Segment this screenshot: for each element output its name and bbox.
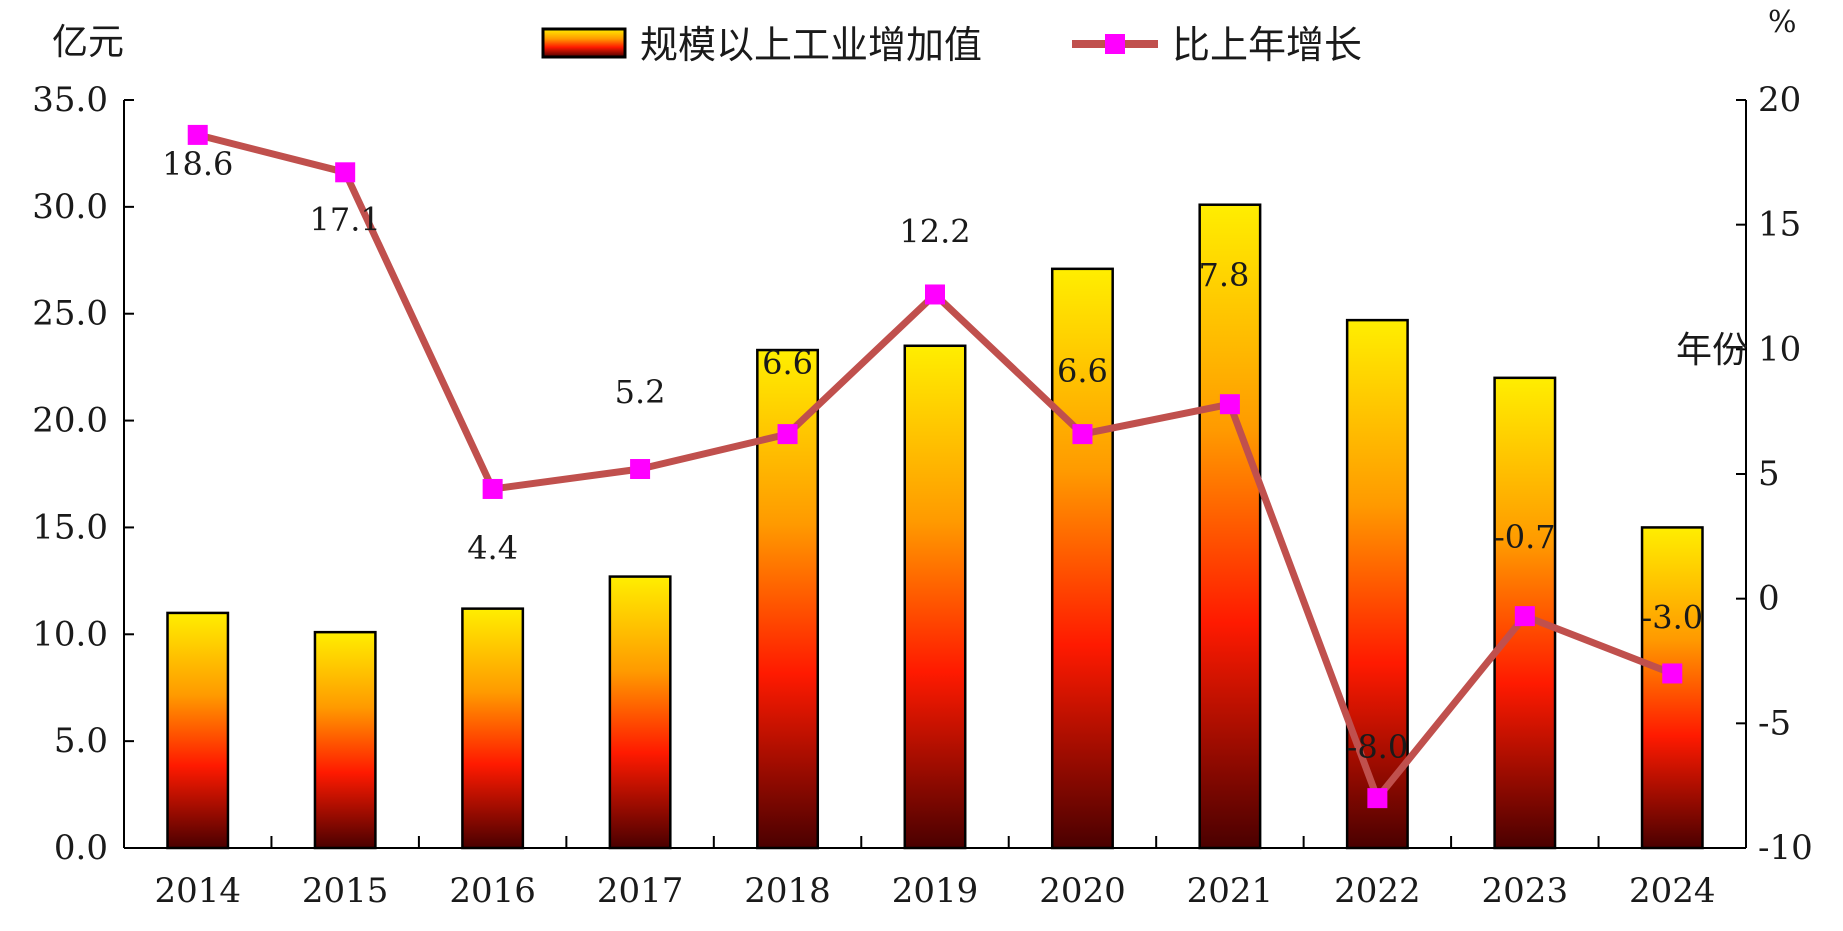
left-tick-label: 10.0 [32, 614, 108, 654]
bar-2021 [1198, 203, 1262, 850]
right-tick-label: -10 [1758, 828, 1813, 868]
x-tick-label: 2018 [744, 871, 831, 911]
legend-line-marker [1105, 34, 1125, 54]
bar-2015 [313, 630, 377, 850]
growth-marker-2017 [630, 459, 651, 480]
x-tick-label: 2019 [892, 871, 979, 911]
right-tick-label: -5 [1758, 703, 1791, 743]
growth-marker-2023 [1514, 606, 1535, 627]
growth-marker-2016 [482, 478, 503, 499]
right-tick-label: 15 [1758, 205, 1801, 245]
left-tick-label: 5.0 [54, 721, 108, 761]
growth-label-2016: 4.4 [467, 529, 518, 567]
right-tick-label: 5 [1758, 454, 1780, 494]
growth-marker-2024 [1662, 663, 1683, 684]
bar-2024 [1640, 526, 1704, 850]
growth-label-2022: -8.0 [1347, 728, 1409, 766]
growth-label-2018: 6.6 [762, 344, 813, 382]
growth-marker-2019 [925, 284, 945, 305]
right-tick-label: 0 [1758, 579, 1780, 619]
x-tick-label: 2020 [1039, 871, 1126, 911]
line-series [187, 124, 1683, 809]
right-tick-label: 10 [1758, 329, 1801, 369]
right-axis-unit: % [1768, 5, 1797, 40]
growth-marker-2015 [335, 162, 356, 183]
legend-bar-label: 规模以上工业增加值 [640, 23, 982, 67]
left-tick-label: 25.0 [32, 294, 108, 334]
growth-label-2017: 5.2 [615, 373, 666, 411]
legend-bar-swatch [541, 27, 627, 59]
growth-label-2014: 18.6 [162, 145, 233, 183]
left-tick-label: 35.0 [32, 80, 108, 120]
left-tick-label: 15.0 [32, 507, 108, 547]
growth-label-2024: -3.0 [1641, 598, 1703, 636]
bar-series [166, 203, 1704, 850]
left-tick-label: 0.0 [54, 828, 108, 868]
x-tick-label: 2023 [1482, 871, 1569, 911]
left-tick-label: 20.0 [32, 401, 108, 441]
x-tick-label: 2024 [1629, 871, 1716, 911]
bar-2016 [461, 607, 525, 850]
growth-label-2021: 7.8 [1198, 256, 1249, 294]
bar-2014 [166, 611, 230, 850]
right-tick-label: 20 [1758, 80, 1801, 120]
bar-2019 [903, 344, 967, 850]
left-axis-unit: 亿元 [52, 22, 124, 63]
x-tick-label: 2022 [1334, 871, 1421, 911]
growth-marker-2014 [187, 124, 208, 145]
data-labels: 18.6 17.1 4.4 5.2 6.6 12.2 6.6 7.8 -8.0 -0.7 -3.0 [162, 145, 1703, 766]
legend-line-label: 比上年增长 [1172, 23, 1362, 67]
x-tick-label: 2017 [597, 871, 684, 911]
growth-label-2019: 12.2 [899, 212, 970, 250]
left-tick-label: 30.0 [32, 187, 108, 227]
axes: 0.0 5.0 10.0 15.0 20.0 25.0 30.0 35.0 -10 -5 0 5 10 1… [32, 80, 1812, 911]
growth-marker-2021 [1219, 394, 1240, 415]
x-tick-label: 2015 [302, 871, 389, 911]
growth-marker-2022 [1367, 788, 1388, 809]
x-axis-label: 年份 [1676, 330, 1748, 371]
bar-2017 [608, 575, 672, 850]
x-tick-label: 2021 [1187, 871, 1274, 911]
growth-marker-2018 [777, 424, 798, 445]
x-tick-label: 2016 [449, 871, 536, 911]
growth-marker-2020 [1072, 424, 1093, 445]
growth-label-2020: 6.6 [1057, 352, 1108, 390]
growth-label-2023: -0.7 [1494, 518, 1556, 556]
legend: 规模以上工业增加值 比上年增长 [541, 23, 1362, 67]
x-tick-label: 2014 [154, 871, 241, 911]
growth-label-2015: 17.1 [310, 200, 381, 238]
